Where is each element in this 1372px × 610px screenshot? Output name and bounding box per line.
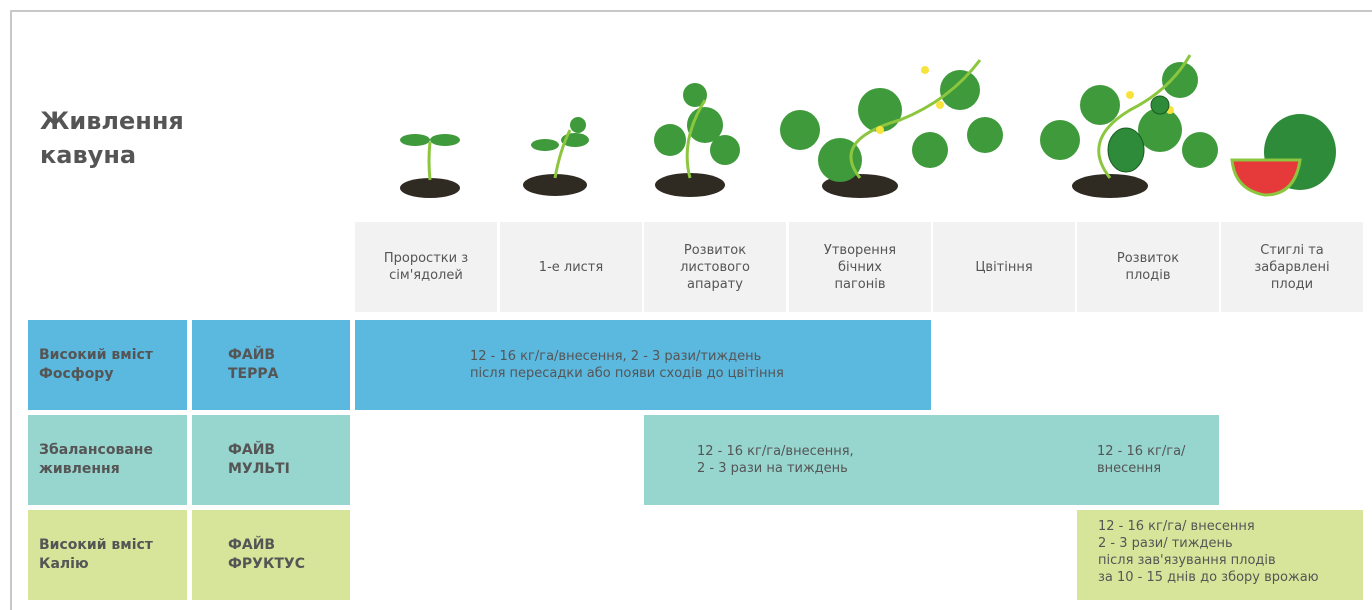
stage-header: Розвиток листового апарату [644, 222, 786, 312]
note-line: 12 - 16 кг/га/внесення, 2 - 3 рази/тижде… [470, 349, 762, 364]
application-bar [355, 320, 931, 410]
stage-header: Цвітіння [933, 222, 1075, 312]
nutrient-label: Високий вміст Фосфору [28, 320, 187, 410]
product-label: ФАЙВ ТЕРРА [192, 320, 350, 410]
note-line: за 10 - 15 днів до збору врожаю [1098, 570, 1319, 585]
note-line: 12 - 16 кг/га/ [1097, 444, 1186, 459]
note-line: після пересадки або появи сходів до цвіт… [470, 366, 784, 381]
product-label: ФАЙВ МУЛЬТІ [192, 415, 350, 505]
product-name: ФАЙВ МУЛЬТІ [228, 442, 290, 477]
application-note: 12 - 16 кг/га/внесення, 2 - 3 рази/тижде… [470, 348, 784, 382]
stage-header: Утворення бічних пагонів [789, 222, 931, 312]
application-note: 12 - 16 кг/га/ внесення 2 - 3 рази/ тижде… [1098, 518, 1319, 586]
application-note: 12 - 16 кг/га/внесення [1097, 443, 1185, 477]
stage-header: Стиглі та забарвлені плоди [1221, 222, 1363, 312]
stage-header: Проростки з сім'ядолей [355, 222, 497, 312]
product-name: ФАЙВ ТЕРРА [228, 347, 279, 382]
note-line: 2 - 3 рази/ тиждень [1098, 536, 1233, 551]
frame [10, 10, 1372, 610]
application-bar [644, 415, 1219, 505]
plant-illustrations [400, 54, 1336, 198]
note-line: внесення [1097, 461, 1162, 476]
application-bar [1077, 510, 1363, 600]
product-name: ФАЙВ ФРУКТУС [228, 537, 305, 572]
nutrient-label: Збалансоване живлення [28, 415, 187, 505]
application-note: 12 - 16 кг/га/внесення, 2 - 3 рази на тиж… [697, 443, 854, 477]
stage-header: 1-е листя [500, 222, 642, 312]
nutrient-label: Високий вміст Калію [28, 510, 187, 600]
note-line: 12 - 16 кг/га/ внесення [1098, 519, 1255, 534]
note-line: після зав'язування плодів [1098, 553, 1276, 568]
stage-header: Розвиток плодів [1077, 222, 1219, 312]
note-line: 12 - 16 кг/га/внесення, [697, 444, 854, 459]
product-label: ФАЙВ ФРУКТУС [192, 510, 350, 600]
note-line: 2 - 3 рази на тиждень [697, 461, 848, 476]
title: Живлення кавуна [40, 107, 184, 169]
